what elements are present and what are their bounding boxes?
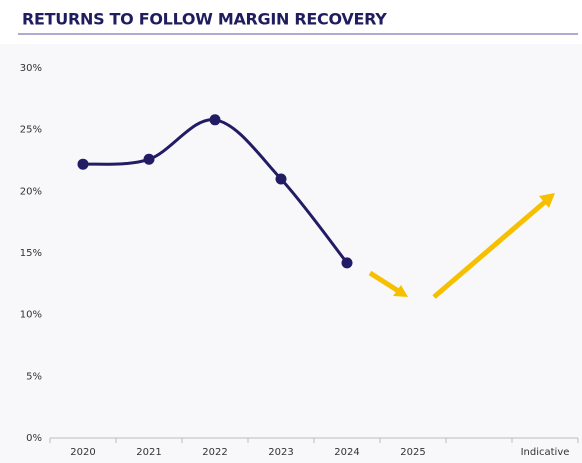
x-tick-label: Indicative [521, 447, 570, 458]
y-tick-label: 5% [26, 371, 42, 382]
x-tick-label: 2024 [334, 447, 359, 458]
y-tick-label: 25% [20, 125, 42, 136]
chart-title: RETURNS TO FOLLOW MARGIN RECOVERY [22, 10, 387, 29]
y-tick-label: 20% [20, 186, 42, 197]
arrow-head [393, 285, 408, 297]
y-tick-label: 0% [26, 433, 42, 444]
y-tick-label: 15% [20, 248, 42, 259]
plot-background [0, 44, 582, 463]
point [341, 257, 353, 269]
y-tick-label: 10% [20, 310, 42, 321]
arrow-head [539, 193, 555, 208]
x-tick-label: 2023 [268, 447, 293, 458]
y-tick-label: 30% [20, 63, 42, 74]
x-tick-label: 2020 [70, 447, 95, 458]
x-tick-label: 2021 [136, 447, 161, 458]
point [275, 173, 287, 185]
trend-arrows [368, 193, 555, 299]
arrow-shaft [368, 270, 402, 295]
arrow-shaft [432, 199, 548, 299]
point [209, 114, 221, 126]
point [77, 158, 89, 170]
x-tick-label: 2025 [400, 447, 425, 458]
x-tick-label: 2022 [202, 447, 227, 458]
point [143, 153, 155, 165]
